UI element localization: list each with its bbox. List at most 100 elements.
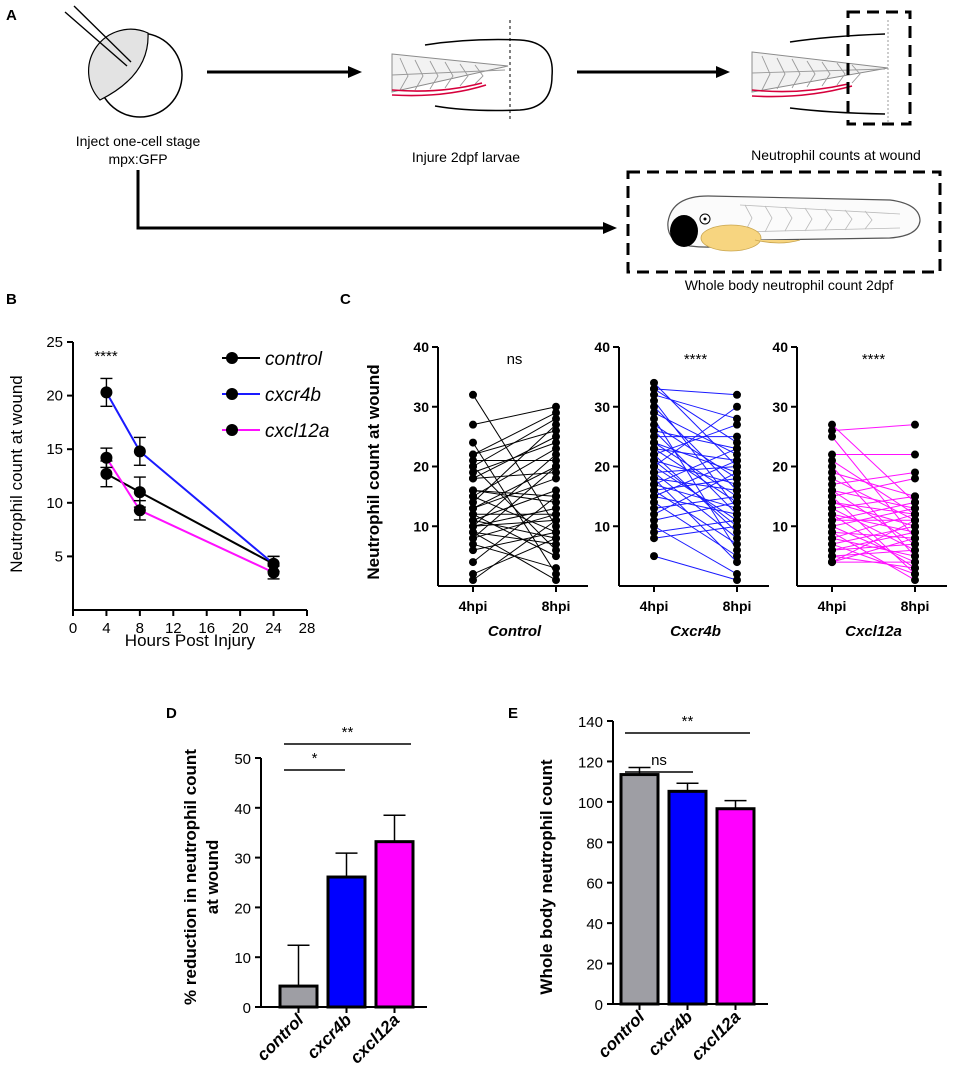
pair-line — [653, 525, 738, 575]
pair-line — [653, 495, 738, 515]
data-point-4hpi — [828, 432, 836, 441]
data-point-4hpi — [469, 498, 477, 507]
data-point-4hpi — [469, 570, 477, 579]
data-point-4hpi — [828, 450, 836, 459]
y-tick-label: 10 — [772, 518, 788, 534]
legend-label-cxcr4b: cxcr4b — [265, 385, 321, 406]
data-point-4hpi — [469, 534, 477, 543]
pair-line — [831, 471, 916, 485]
data-point-8hpi — [911, 558, 919, 567]
y-tick-label: 10 — [413, 518, 429, 534]
pair-line — [831, 471, 916, 497]
x-tick-label: cxcl12a — [687, 1007, 744, 1064]
significance-label: **** — [684, 351, 708, 368]
data-point-8hpi — [552, 474, 560, 483]
data-point-8hpi — [733, 504, 741, 513]
x-tick-label: 24 — [265, 620, 282, 637]
data-point-8hpi — [733, 552, 741, 561]
data-point-4hpi — [469, 390, 477, 399]
chart-b-axes: 0 4 8 12 16 20 24 28 5 10 15 20 25 — [46, 334, 315, 637]
data-point-8hpi — [911, 420, 919, 429]
y-tick-label: 100 — [578, 795, 603, 812]
step-whole-body-label: Whole body neutrophil count 2dpf — [685, 277, 894, 293]
x-tick-label: 8hpi — [542, 598, 571, 614]
y-tick-label: 0 — [595, 997, 603, 1014]
data-point-8hpi — [552, 432, 560, 441]
series-line-cxcl12a — [105, 457, 274, 574]
data-point-8hpi — [733, 432, 741, 441]
y-tick-label: 40 — [772, 339, 788, 355]
y-tick-label: 120 — [578, 754, 603, 771]
data-point-8hpi — [911, 450, 919, 459]
pair-line — [831, 525, 916, 563]
panel-c: C Neutrophil count at wound 10 20 30 40 4hpi… — [340, 291, 947, 640]
data-point-4hpi — [469, 486, 477, 495]
panel-label-b: B — [6, 291, 17, 308]
pair-line — [653, 555, 738, 581]
data-point-8hpi — [733, 450, 741, 459]
data-point-8hpi — [911, 534, 919, 543]
pair-line — [653, 460, 738, 497]
y-tick-label: 30 — [413, 399, 429, 415]
group-label: Cxcr4b — [670, 623, 721, 640]
data-point-4hpi — [650, 444, 658, 453]
pair-line — [653, 501, 738, 557]
significance-label: ** — [682, 713, 694, 730]
data-point-8hpi — [552, 408, 560, 417]
chart-b-x-axis-label: Hours Post Injury — [125, 631, 256, 650]
data-point-8hpi — [911, 552, 919, 561]
pair-line — [831, 519, 916, 563]
pair-line — [653, 501, 738, 521]
data-point-8hpi — [733, 492, 741, 501]
pair-line — [653, 448, 738, 462]
significance-label: ** — [342, 724, 354, 741]
y-tick-label: 5 — [55, 548, 63, 565]
data-point-4hpi — [828, 474, 836, 483]
data-point-8hpi — [733, 576, 741, 585]
pair-line — [831, 513, 916, 539]
pair-line — [653, 448, 738, 485]
data-point-8hpi — [552, 492, 560, 501]
tail-wound-count-illustration — [751, 10, 912, 126]
step-count-wound-label: Neutrophil counts at wound — [751, 147, 921, 163]
data-point-8hpi — [552, 444, 560, 453]
chart-b-significance: **** — [94, 348, 118, 365]
series-line-cxcr4b — [105, 391, 275, 565]
data-point-8hpi — [733, 558, 741, 567]
data-point-4hpi — [828, 552, 836, 561]
data-point-4hpi — [469, 576, 477, 585]
data-point-8hpi — [733, 570, 741, 579]
pair-line — [831, 543, 916, 575]
data-point-8hpi — [911, 564, 919, 573]
data-point-4hpi — [650, 552, 658, 561]
data-point-4hpi — [828, 546, 836, 555]
data-point-8hpi — [733, 510, 741, 519]
pair-line — [472, 477, 557, 509]
pair-line — [472, 412, 557, 455]
y-tick-label: 20 — [772, 459, 788, 475]
data-point-8hpi — [552, 438, 560, 447]
step-inject-label-1: Inject one-cell stage — [76, 133, 201, 149]
panel-label-c: C — [340, 291, 351, 308]
data-point-8hpi — [733, 528, 741, 537]
data-point-4hpi — [650, 378, 658, 387]
data-point-4hpi — [650, 498, 658, 507]
data-point-4hpi — [650, 432, 658, 441]
data-point-8hpi — [552, 570, 560, 579]
y-tick-label: 40 — [586, 916, 603, 933]
data-point-4hpi — [650, 450, 658, 459]
data-point-4hpi — [828, 480, 836, 489]
chart-d-y-axis-label-line1: % reduction in neutrophil count — [181, 749, 200, 1005]
data-point-8hpi — [911, 474, 919, 483]
data-point-8hpi — [733, 420, 741, 429]
data-point-4hpi — [650, 522, 658, 531]
data-point-8hpi — [552, 426, 560, 435]
x-tick-label: 4 — [102, 620, 110, 637]
y-tick-label: 15 — [46, 441, 63, 458]
pair-line — [653, 495, 738, 509]
data-point-4hpi — [650, 426, 658, 435]
x-tick-label: 0 — [69, 620, 77, 637]
pair-line — [653, 525, 738, 539]
x-tick-label: cxcl12a — [346, 1010, 403, 1067]
significance-label: ns — [651, 752, 667, 769]
